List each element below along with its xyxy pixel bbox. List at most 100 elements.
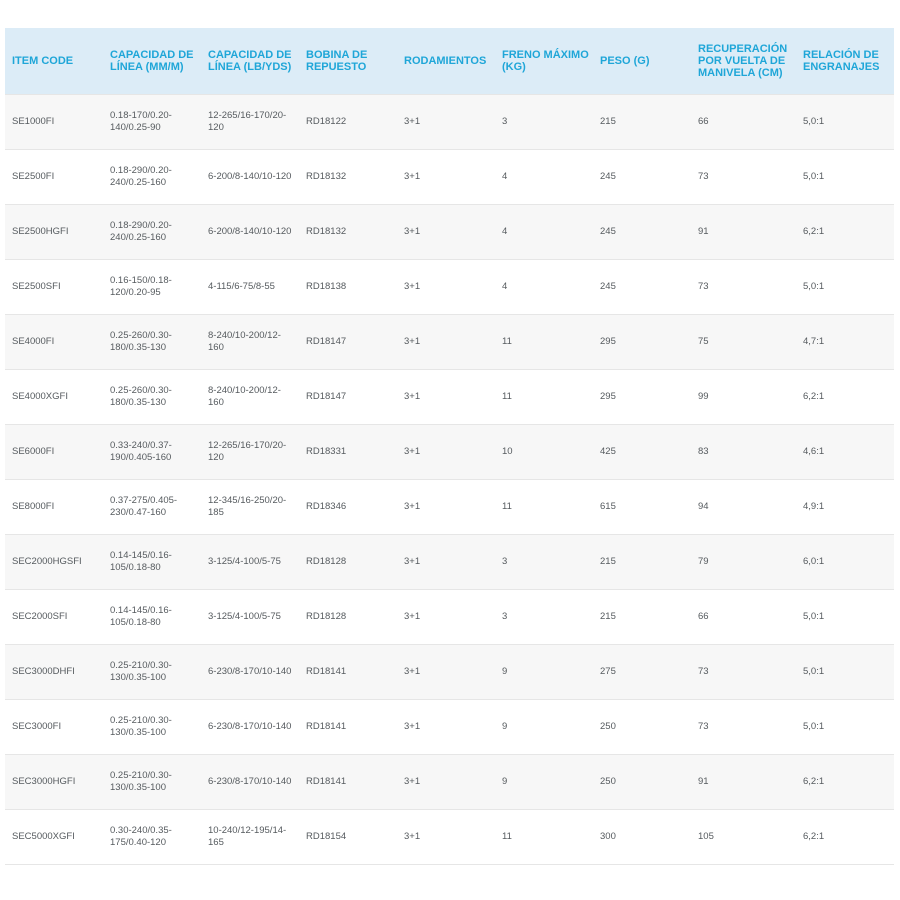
cell-max-drag: 11 bbox=[495, 368, 593, 424]
cell-spare-spool: RD18122 bbox=[299, 93, 397, 149]
cell-line-capacity-lb: 8-240/10-200/12-160 bbox=[201, 368, 299, 424]
cell-item-code: SEC2000SFI bbox=[5, 588, 103, 644]
cell-retrieve-per-turn: 79 bbox=[691, 533, 796, 589]
cell-weight: 215 bbox=[593, 93, 691, 149]
cell-item-code: SEC3000HGFI bbox=[5, 753, 103, 809]
cell-gear-ratio: 6,2:1 bbox=[796, 368, 894, 424]
cell-weight: 275 bbox=[593, 643, 691, 699]
cell-retrieve-per-turn: 91 bbox=[691, 203, 796, 259]
cell-bearings: 3+1 bbox=[397, 808, 495, 865]
cell-retrieve-per-turn: 66 bbox=[691, 588, 796, 644]
cell-retrieve-per-turn: 105 bbox=[691, 808, 796, 865]
cell-retrieve-per-turn: 66 bbox=[691, 93, 796, 149]
cell-gear-ratio: 5,0:1 bbox=[796, 643, 894, 699]
cell-retrieve-per-turn: 75 bbox=[691, 313, 796, 369]
cell-spare-spool: RD18132 bbox=[299, 148, 397, 204]
cell-retrieve-per-turn: 73 bbox=[691, 643, 796, 699]
cell-spare-spool: RD18128 bbox=[299, 533, 397, 589]
cell-line-capacity-lb: 10-240/12-195/14-165 bbox=[201, 808, 299, 865]
cell-gear-ratio: 4,6:1 bbox=[796, 423, 894, 479]
cell-line-capacity-lb: 12-345/16-250/20-185 bbox=[201, 478, 299, 534]
table-row: SEC2000SFI 0.14-145/0.16-105/0.18-80 3-125… bbox=[5, 588, 894, 644]
table-row: SEC3000HGFI 0.25-210/0.30-130/0.35-100 6-2… bbox=[5, 753, 894, 809]
cell-bearings: 3+1 bbox=[397, 698, 495, 754]
cell-weight: 215 bbox=[593, 588, 691, 644]
table-row: SE6000FI 0.33-240/0.37-190/0.405-160 12-26… bbox=[5, 423, 894, 479]
cell-line-capacity-mm: 0.18-290/0.20-240/0.25-160 bbox=[103, 148, 201, 204]
cell-item-code: SE2500FI bbox=[5, 148, 103, 204]
header-max-drag: FRENO MÁXIMO (KG) bbox=[495, 28, 593, 94]
cell-spare-spool: RD18138 bbox=[299, 258, 397, 314]
cell-max-drag: 11 bbox=[495, 478, 593, 534]
cell-max-drag: 4 bbox=[495, 203, 593, 259]
cell-line-capacity-lb: 3-125/4-100/5-75 bbox=[201, 533, 299, 589]
cell-retrieve-per-turn: 91 bbox=[691, 753, 796, 809]
cell-line-capacity-mm: 0.37-275/0.405-230/0.47-160 bbox=[103, 478, 201, 534]
cell-item-code: SEC3000DHFI bbox=[5, 643, 103, 699]
cell-line-capacity-mm: 0.18-170/0.20-140/0.25-90 bbox=[103, 93, 201, 149]
cell-spare-spool: RD18141 bbox=[299, 643, 397, 699]
cell-retrieve-per-turn: 99 bbox=[691, 368, 796, 424]
cell-spare-spool: RD18331 bbox=[299, 423, 397, 479]
cell-item-code: SE4000XGFI bbox=[5, 368, 103, 424]
cell-max-drag: 3 bbox=[495, 533, 593, 589]
table-body: SE1000FI 0.18-170/0.20-140/0.25-90 12-265/… bbox=[5, 93, 894, 865]
cell-line-capacity-mm: 0.25-210/0.30-130/0.35-100 bbox=[103, 643, 201, 699]
cell-item-code: SE2500HGFI bbox=[5, 203, 103, 259]
cell-max-drag: 9 bbox=[495, 643, 593, 699]
cell-weight: 245 bbox=[593, 203, 691, 259]
cell-line-capacity-mm: 0.14-145/0.16-105/0.18-80 bbox=[103, 588, 201, 644]
cell-weight: 245 bbox=[593, 148, 691, 204]
table-row: SE1000FI 0.18-170/0.20-140/0.25-90 12-265/… bbox=[5, 93, 894, 149]
cell-max-drag: 10 bbox=[495, 423, 593, 479]
cell-gear-ratio: 5,0:1 bbox=[796, 588, 894, 644]
cell-weight: 245 bbox=[593, 258, 691, 314]
cell-max-drag: 3 bbox=[495, 93, 593, 149]
cell-spare-spool: RD18141 bbox=[299, 753, 397, 809]
cell-bearings: 3+1 bbox=[397, 533, 495, 589]
cell-bearings: 3+1 bbox=[397, 588, 495, 644]
cell-retrieve-per-turn: 73 bbox=[691, 148, 796, 204]
cell-bearings: 3+1 bbox=[397, 313, 495, 369]
table-row: SE2500SFI 0.16-150/0.18-120/0.20-95 4-115/… bbox=[5, 258, 894, 314]
header-item-code: ITEM CODE bbox=[5, 28, 103, 94]
cell-line-capacity-mm: 0.30-240/0.35-175/0.40-120 bbox=[103, 808, 201, 865]
cell-gear-ratio: 6,2:1 bbox=[796, 753, 894, 809]
cell-bearings: 3+1 bbox=[397, 643, 495, 699]
cell-bearings: 3+1 bbox=[397, 478, 495, 534]
cell-line-capacity-lb: 6-230/8-170/10-140 bbox=[201, 698, 299, 754]
cell-item-code: SE1000FI bbox=[5, 93, 103, 149]
cell-line-capacity-mm: 0.25-210/0.30-130/0.35-100 bbox=[103, 698, 201, 754]
cell-line-capacity-mm: 0.33-240/0.37-190/0.405-160 bbox=[103, 423, 201, 479]
cell-weight: 250 bbox=[593, 698, 691, 754]
header-line-capacity-mm: CAPACIDAD DE LÍNEA (MM/M) bbox=[103, 28, 201, 94]
header-retrieve-per-turn: RECUPERACIÓN POR VUELTA DE MANIVELA (CM) bbox=[691, 28, 796, 94]
cell-max-drag: 9 bbox=[495, 698, 593, 754]
cell-gear-ratio: 4,7:1 bbox=[796, 313, 894, 369]
table-row: SEC3000DHFI 0.25-210/0.30-130/0.35-100 6-2… bbox=[5, 643, 894, 699]
cell-gear-ratio: 6,2:1 bbox=[796, 203, 894, 259]
cell-weight: 295 bbox=[593, 313, 691, 369]
cell-spare-spool: RD18141 bbox=[299, 698, 397, 754]
header-weight: PESO (G) bbox=[593, 28, 691, 94]
table-row: SE8000FI 0.37-275/0.405-230/0.47-160 12-34… bbox=[5, 478, 894, 534]
header-spare-spool: BOBINA DE REPUESTO bbox=[299, 28, 397, 94]
cell-weight: 300 bbox=[593, 808, 691, 865]
header-gear-ratio: RELACIÓN DE ENGRANAJES bbox=[796, 28, 894, 94]
cell-item-code: SE4000FI bbox=[5, 313, 103, 369]
cell-line-capacity-lb: 6-230/8-170/10-140 bbox=[201, 753, 299, 809]
header-bearings: RODAMIENTOS bbox=[397, 28, 495, 94]
specs-table-container: ITEM CODE CAPACIDAD DE LÍNEA (MM/M) CAPACI… bbox=[5, 28, 894, 865]
table-row: SEC3000FI 0.25-210/0.30-130/0.35-100 6-230… bbox=[5, 698, 894, 754]
cell-bearings: 3+1 bbox=[397, 368, 495, 424]
cell-line-capacity-lb: 6-200/8-140/10-120 bbox=[201, 203, 299, 259]
cell-weight: 250 bbox=[593, 753, 691, 809]
cell-bearings: 3+1 bbox=[397, 148, 495, 204]
cell-gear-ratio: 5,0:1 bbox=[796, 148, 894, 204]
cell-weight: 425 bbox=[593, 423, 691, 479]
cell-line-capacity-lb: 4-115/6-75/8-55 bbox=[201, 258, 299, 314]
cell-line-capacity-mm: 0.16-150/0.18-120/0.20-95 bbox=[103, 258, 201, 314]
cell-line-capacity-mm: 0.25-260/0.30-180/0.35-130 bbox=[103, 368, 201, 424]
table-row: SE2500HGFI 0.18-290/0.20-240/0.25-160 6-20… bbox=[5, 203, 894, 259]
cell-retrieve-per-turn: 83 bbox=[691, 423, 796, 479]
